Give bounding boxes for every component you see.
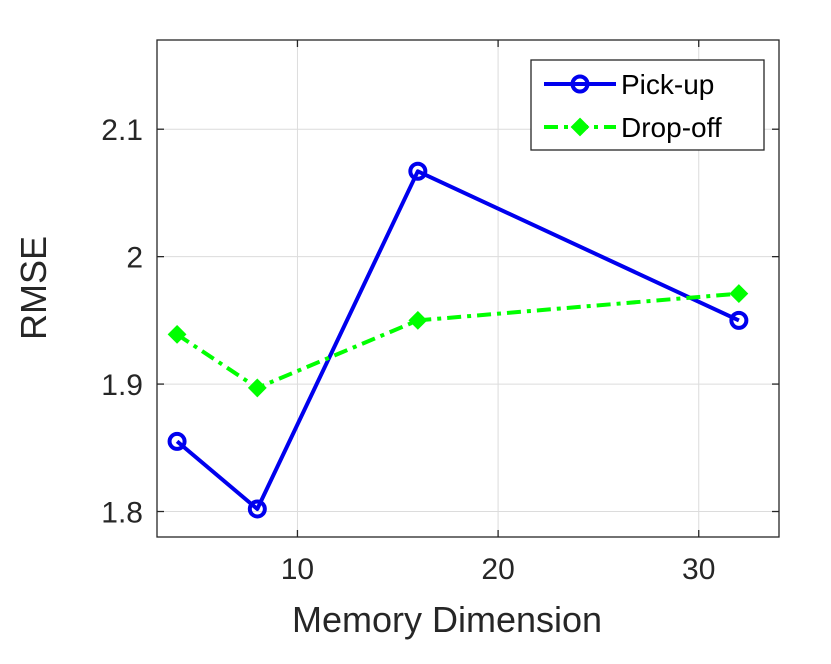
data-point-pick-up: [247, 499, 267, 519]
tick-labels: 10 20 30 1.8 1.9 2 2.1: [101, 114, 715, 586]
data-point-pick-up: [167, 431, 187, 451]
y-tick-label: 2.1: [101, 114, 143, 147]
legend-marker-pick-up: [570, 74, 590, 94]
legend-label-drop-off: Drop-off: [621, 112, 722, 143]
plot-frame: [156, 39, 780, 538]
legend-marker-drop-off: [570, 117, 590, 137]
data-point-drop-off: [247, 378, 267, 398]
series-line-pick-up: [175, 169, 740, 511]
series-line-drop-off: [175, 291, 740, 390]
data-point-drop-off: [167, 324, 187, 344]
x-tick-label: 20: [481, 553, 514, 586]
y-tick-label: 1.9: [101, 369, 143, 402]
x-axis-title: Memory Dimension: [292, 599, 602, 640]
data-point-pick-up: [408, 161, 428, 181]
x-tick-label: 10: [281, 553, 314, 586]
y-tick-label: 2: [126, 242, 143, 275]
legend-entry-pick-up: Pick-up: [544, 69, 714, 100]
data-point-drop-off: [729, 284, 749, 304]
legend-entry-drop-off: Drop-off: [544, 112, 722, 143]
tick-marks: [157, 40, 779, 537]
data-point-pick-up: [729, 310, 749, 330]
y-axis-title: RMSE: [13, 236, 54, 340]
series-layer: [167, 161, 749, 519]
data-point-drop-off: [408, 310, 428, 330]
legend: Pick-up Drop-off: [530, 59, 765, 151]
x-tick-label: 30: [682, 553, 715, 586]
legend-box: [530, 59, 765, 151]
y-tick-label: 1.8: [101, 497, 143, 530]
legend-label-pick-up: Pick-up: [621, 69, 714, 100]
